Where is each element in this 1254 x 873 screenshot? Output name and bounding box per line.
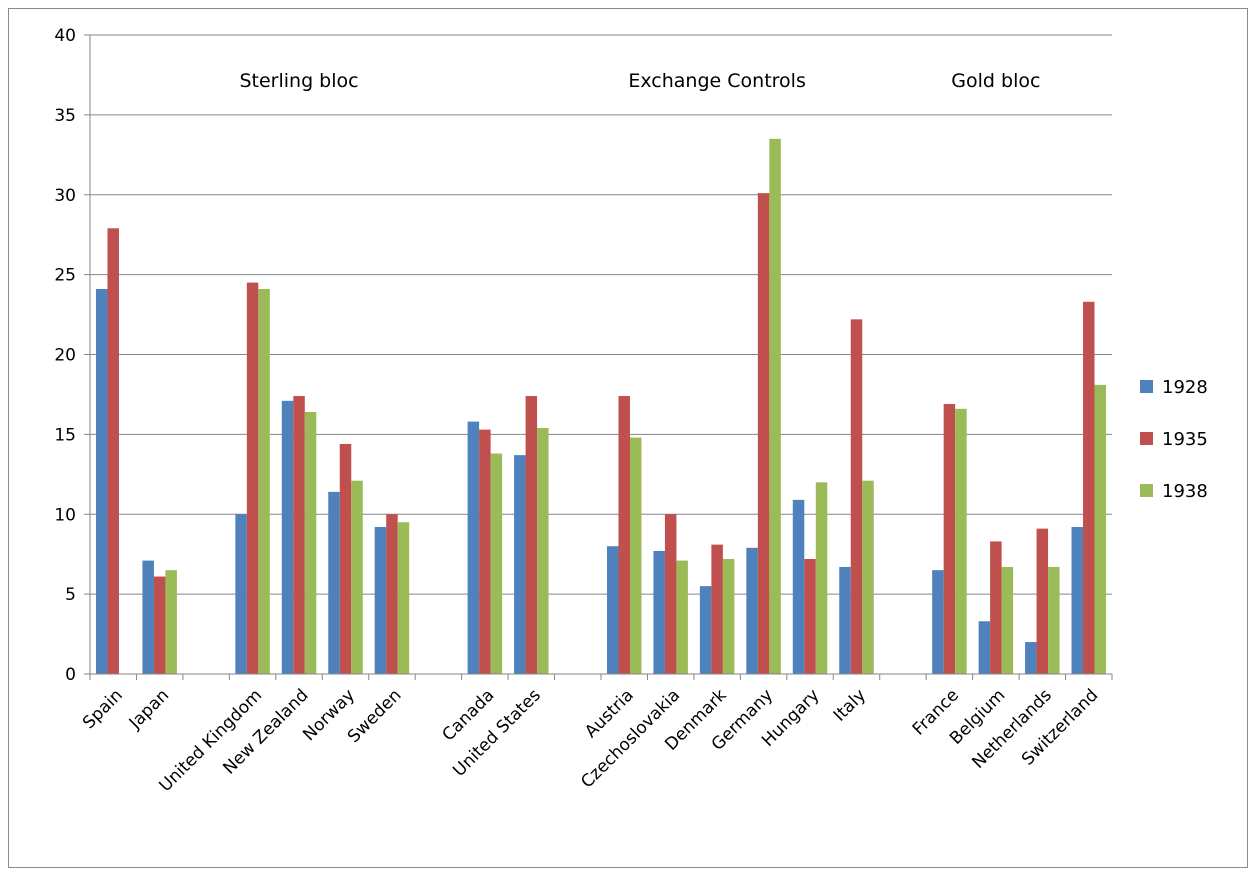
- bar-1935-canada: [479, 429, 491, 674]
- bar-1938-canada: [490, 453, 503, 674]
- bar-1928-hungary: [792, 499, 805, 674]
- bar-1938-netherlands: [1048, 566, 1060, 674]
- x-tick-label: Italy: [830, 685, 870, 725]
- bar-1938-japan: [165, 570, 177, 674]
- bars: [95, 138, 1107, 675]
- group-labels: Sterling bloc Exchange Controls Gold bloc: [239, 70, 1040, 92]
- bar-1935-czechoslovakia: [664, 514, 677, 674]
- y-tick-label: 15: [54, 425, 76, 445]
- legend-label: 1928: [1162, 377, 1208, 398]
- bar-1938-sweden: [397, 522, 410, 674]
- bar-1935-belgium: [990, 541, 1002, 674]
- bar-1938-austria: [629, 437, 642, 674]
- y-tick-label: 5: [65, 585, 76, 605]
- legend: 1928 1935 1938: [1140, 377, 1208, 502]
- group-label: Gold bloc: [951, 70, 1040, 92]
- y-tick-label: 10: [54, 505, 76, 525]
- y-tick-label: 30: [54, 186, 76, 206]
- bar-1928-new-zealand: [281, 400, 294, 674]
- y-tick-label: 35: [54, 106, 76, 126]
- bar-1928-united-kingdom: [235, 514, 247, 674]
- bar-1935-new-zealand: [293, 396, 305, 674]
- bar-1928-canada: [467, 421, 480, 674]
- axes: [84, 34, 1113, 680]
- y-tick-label: 40: [54, 26, 76, 46]
- bar-1938-belgium: [1001, 566, 1014, 674]
- x-tick-label: Japan: [125, 685, 173, 733]
- bar-1938-denmark: [722, 558, 735, 674]
- bar-1935-netherlands: [1036, 528, 1049, 674]
- bar-1938-italy: [862, 480, 874, 674]
- bar-1928-spain: [95, 289, 108, 674]
- bar-1935-switzerland: [1083, 301, 1095, 674]
- bar-1928-norway: [328, 491, 340, 674]
- bar-1935-norway: [339, 443, 352, 674]
- bar-1928-japan: [142, 560, 154, 674]
- bar-1928-italy: [839, 566, 851, 674]
- bar-1928-united-states: [514, 455, 526, 674]
- bar-1935-united-kingdom: [246, 282, 259, 674]
- bar-1938-hungary: [815, 482, 828, 674]
- bar-1938-norway: [351, 480, 363, 674]
- bar-1928-sweden: [374, 527, 387, 674]
- group-label: Exchange Controls: [628, 70, 805, 92]
- bar-1938-switzerland: [1094, 384, 1107, 674]
- bar-1928-belgium: [978, 621, 991, 674]
- bar-1938-germany: [769, 138, 781, 674]
- bar-1935-sweden: [386, 514, 398, 674]
- bar-1935-denmark: [711, 544, 723, 674]
- bar-1935-spain: [107, 228, 119, 675]
- bar-1935-austria: [618, 396, 630, 674]
- bar-1928-austria: [606, 546, 619, 674]
- bar-1928-switzerland: [1071, 527, 1084, 674]
- y-tick-labels: 0 5 10 15 20 25 30 35 40: [54, 26, 76, 685]
- y-tick-label: 0: [65, 665, 76, 685]
- bar-1938-france: [955, 408, 967, 674]
- legend-label: 1935: [1162, 429, 1208, 450]
- bar-1938-czechoslovakia: [676, 560, 688, 674]
- bar-1928-france: [932, 570, 944, 674]
- legend-swatch: [1140, 380, 1153, 393]
- legend-swatch: [1140, 484, 1153, 497]
- bar-1935-france: [943, 404, 956, 674]
- y-tick-label: 20: [54, 346, 76, 366]
- y-tick-label: 25: [54, 266, 76, 286]
- bar-1935-germany: [757, 193, 770, 674]
- bar-1935-hungary: [804, 558, 816, 674]
- group-label: Sterling bloc: [239, 70, 358, 92]
- bar-1935-italy: [850, 319, 863, 674]
- bar-1928-germany: [746, 547, 758, 674]
- bar-1928-netherlands: [1025, 642, 1037, 674]
- bar-1938-united-states: [537, 427, 549, 674]
- bar-1928-denmark: [699, 586, 712, 674]
- bar-1935-japan: [153, 576, 166, 674]
- bar-1938-new-zealand: [304, 412, 317, 674]
- legend-swatch: [1140, 432, 1153, 445]
- x-tick-label: Spain: [79, 685, 127, 733]
- bar-1928-czechoslovakia: [653, 550, 665, 674]
- legend-label: 1938: [1162, 481, 1208, 502]
- bar-1938-united-kingdom: [258, 289, 270, 674]
- bar-1935-united-states: [525, 396, 538, 674]
